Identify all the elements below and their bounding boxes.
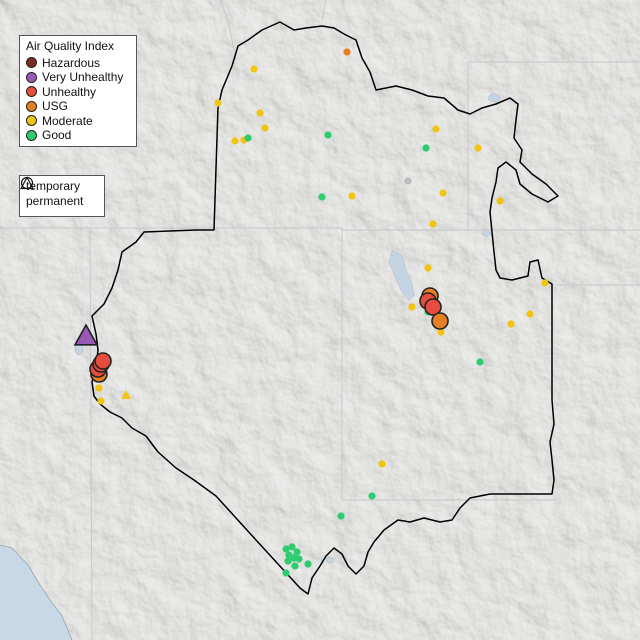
temporary-monitor-marker[interactable] xyxy=(291,562,299,570)
temporary-monitor-marker[interactable] xyxy=(408,303,416,311)
hazardous-swatch xyxy=(26,57,37,69)
moderate-swatch xyxy=(26,115,37,127)
legend-entry-very-unhealthy: Very Unhealthy xyxy=(26,70,130,85)
aqi-legend: Air Quality Index Hazardous Very Unhealt… xyxy=(19,35,137,147)
temporary-monitor-marker[interactable] xyxy=(507,320,515,328)
temporary-monitor-marker[interactable] xyxy=(95,384,103,392)
lake xyxy=(325,556,335,564)
unhealthy-swatch xyxy=(26,86,37,98)
temporary-monitor-marker[interactable] xyxy=(439,189,447,197)
temporary-monitor-marker[interactable] xyxy=(256,109,264,117)
legend-label: Moderate xyxy=(42,113,93,128)
very-unhealthy-swatch xyxy=(26,71,37,83)
lake xyxy=(487,93,501,103)
permanent-monitor-marker[interactable] xyxy=(73,323,99,346)
region-boundary xyxy=(91,21,559,595)
temporary-monitor-marker[interactable] xyxy=(343,48,351,56)
temporary-monitor-marker[interactable] xyxy=(214,99,222,107)
triangle-icon xyxy=(20,176,34,190)
temporary-monitor-marker[interactable] xyxy=(424,264,432,272)
legend-entry-usg: USG xyxy=(26,99,130,114)
temporary-monitor-marker[interactable] xyxy=(337,512,345,520)
temporary-monitor-marker[interactable] xyxy=(431,312,449,330)
legend-entry-permanent: permanent xyxy=(20,176,98,209)
temporary-monitor-marker[interactable] xyxy=(288,543,296,551)
temporary-monitor-marker[interactable] xyxy=(378,460,386,468)
legend-label: Good xyxy=(42,128,72,142)
legend-entry-moderate: Moderate xyxy=(26,114,130,129)
temporary-monitor-marker[interactable] xyxy=(231,137,239,145)
temporary-monitor-marker[interactable] xyxy=(318,193,326,201)
temporary-monitor-marker[interactable] xyxy=(244,134,252,142)
temporary-monitor-marker[interactable] xyxy=(304,560,312,568)
legend-label: Very Unhealthy xyxy=(42,70,124,84)
temporary-monitor-marker[interactable] xyxy=(368,492,376,500)
temporary-monitor-marker[interactable] xyxy=(282,569,290,577)
legend-label: USG xyxy=(42,99,69,113)
temporary-monitor-marker[interactable] xyxy=(541,279,549,287)
temporary-monitor-marker[interactable] xyxy=(404,177,412,185)
legend-label: Unhealthy xyxy=(42,84,97,99)
monitor-layer xyxy=(73,48,549,577)
lake xyxy=(481,229,491,237)
temporary-monitor-marker[interactable] xyxy=(97,397,105,405)
temporary-monitor-marker[interactable] xyxy=(474,144,482,152)
good-swatch xyxy=(26,129,37,141)
ocean xyxy=(0,545,72,640)
legend-entry-temporary: temporary xyxy=(20,176,98,194)
temporary-monitor-marker[interactable] xyxy=(250,65,258,73)
temporary-monitor-marker[interactable] xyxy=(476,358,484,366)
legend-entry-good: Good xyxy=(26,128,130,143)
temporary-monitor-marker[interactable] xyxy=(293,548,301,556)
temporary-monitor-marker[interactable] xyxy=(429,220,437,228)
temporary-monitor-marker[interactable] xyxy=(348,192,356,200)
temporary-monitor-marker[interactable] xyxy=(422,144,430,152)
legend-entry-hazardous: Hazardous xyxy=(26,56,130,71)
temporary-monitor-marker[interactable] xyxy=(284,557,292,565)
usg-swatch xyxy=(26,100,37,112)
temporary-monitor-marker[interactable] xyxy=(295,555,303,563)
coastline xyxy=(0,544,73,640)
legend-entry-unhealthy: Unhealthy xyxy=(26,85,130,100)
legend-label: permanent xyxy=(26,193,84,208)
lake xyxy=(388,249,415,301)
temporary-monitor-marker[interactable] xyxy=(424,298,442,316)
temporary-monitor-marker[interactable] xyxy=(496,197,504,205)
temporary-monitor-marker[interactable] xyxy=(432,125,440,133)
temporary-monitor-marker[interactable] xyxy=(261,124,269,132)
monitor-type-legend: temporary permanent xyxy=(19,175,105,217)
temporary-monitor-marker[interactable] xyxy=(437,328,445,336)
temporary-monitor-marker[interactable] xyxy=(282,545,290,553)
temporary-monitor-marker[interactable] xyxy=(94,352,112,370)
temporary-monitor-marker[interactable] xyxy=(324,131,332,139)
permanent-monitor-marker[interactable] xyxy=(121,390,131,399)
temporary-monitor-marker[interactable] xyxy=(526,310,534,318)
legend-label: Hazardous xyxy=(42,55,101,70)
legend-label: temporary xyxy=(26,179,81,193)
legend-title: Air Quality Index xyxy=(26,39,115,53)
